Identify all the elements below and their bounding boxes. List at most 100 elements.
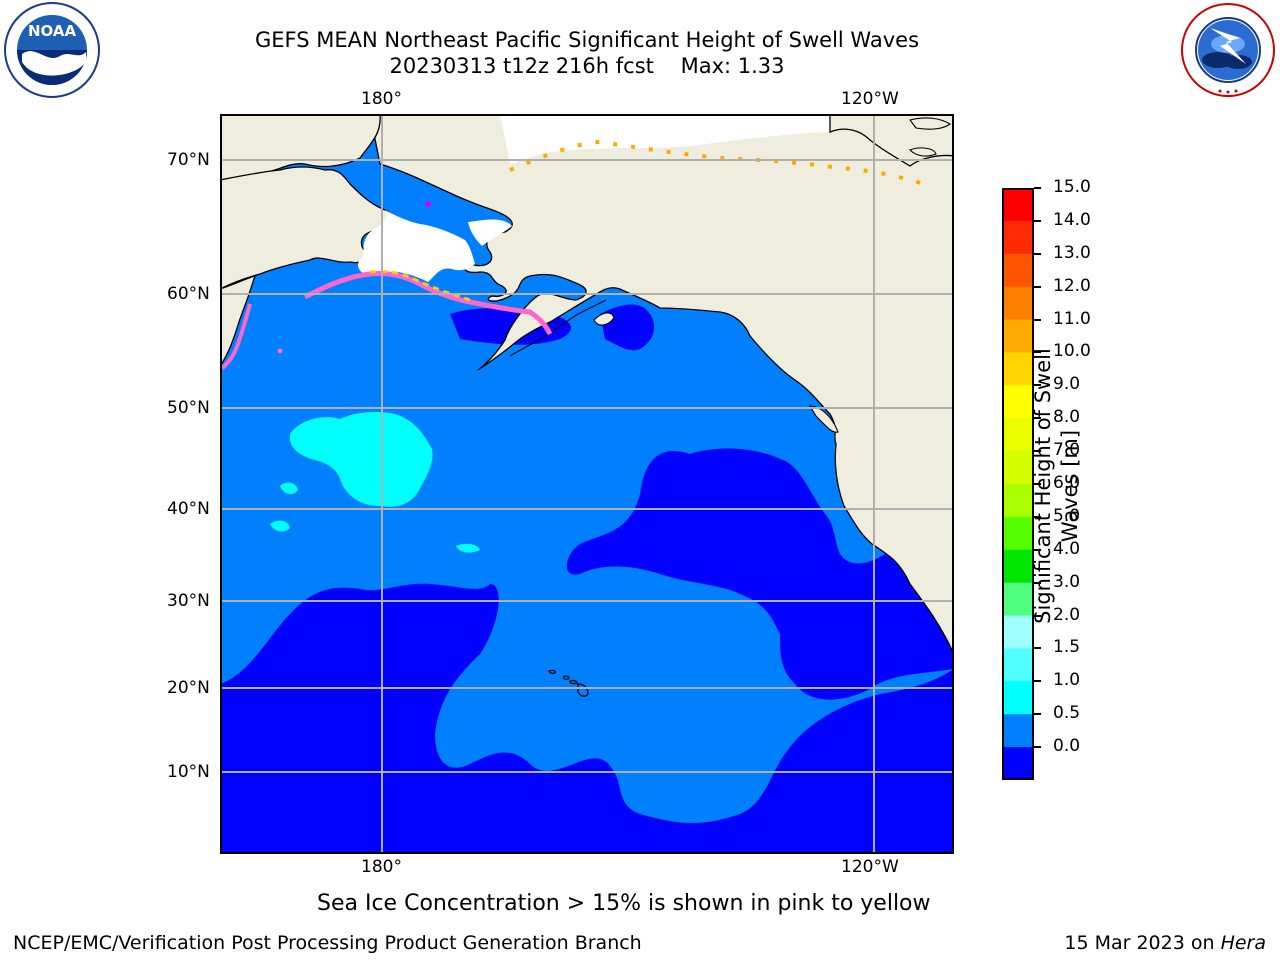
colorbar-tick-mark xyxy=(1034,713,1041,716)
colorbar-tick-mark xyxy=(1034,450,1041,453)
colorbar-tick-mark xyxy=(1034,285,1041,288)
colorbar-tick-mark xyxy=(1034,680,1041,683)
colorbar-bin-2 xyxy=(1002,253,1034,288)
lat-label-20n: 20°N xyxy=(167,678,210,698)
colorbar-tick-mark xyxy=(1034,384,1041,387)
land-kodiak xyxy=(593,312,615,326)
colorbar-tick-mark xyxy=(1034,483,1041,485)
colorbar-bin-17 xyxy=(1002,747,1034,780)
map-panel xyxy=(220,114,954,854)
colorbar-title: Significant Height of Swell Waves [m] xyxy=(1031,348,1082,624)
colorbar-bin-10 xyxy=(1002,516,1034,551)
colorbar-bin-7 xyxy=(1002,418,1034,452)
colorbar-frame xyxy=(1002,188,1034,780)
colorbar-bin-5 xyxy=(1002,352,1034,386)
sea-ice-spot-2 xyxy=(277,348,283,354)
colorbar-tick-label: 2.0 xyxy=(1053,604,1081,625)
colorbar-bin-3 xyxy=(1002,286,1034,321)
colorbar-bin-6 xyxy=(1002,385,1034,419)
lat-label-40n: 40°N xyxy=(167,499,210,519)
sea-ice-spot-1 xyxy=(425,201,431,207)
colorbar-bin-15 xyxy=(1002,681,1034,715)
colorbar-bin-9 xyxy=(1002,484,1034,518)
chart-title-line1: GEFS MEAN Northeast Pacific Significant … xyxy=(254,28,920,52)
colorbar-tick-label: 1.5 xyxy=(1053,637,1081,658)
sea-ice-edge-kamchatka xyxy=(220,303,252,371)
colorbar-tick-mark xyxy=(1034,548,1041,551)
chart-title-line2: 20230313 t12z 216h fcst Max: 1.33 xyxy=(389,54,785,78)
colorbar-tick-label: 7.0 xyxy=(1053,440,1081,461)
colorbar-tick-label: 13.0 xyxy=(1053,242,1091,263)
colorbar-tick-mark xyxy=(1034,187,1041,189)
colorbar-tick-label: 10.0 xyxy=(1053,341,1091,362)
top-lon-label-120w: 120°W xyxy=(841,89,899,109)
lat-label-60n: 60°N xyxy=(167,284,210,304)
colorbar-bin-0 xyxy=(1002,188,1034,222)
colorbar-bin-12 xyxy=(1002,582,1034,617)
noaa-logo: NOAA xyxy=(4,2,100,98)
colorbar-tick-mark xyxy=(1034,515,1041,518)
footer-date-text: 15 Mar 2023 on xyxy=(1064,932,1221,954)
colorbar-tick-mark xyxy=(1034,318,1041,321)
sea-ice-edge-bering-yellow xyxy=(369,270,471,302)
colorbar-tick-mark xyxy=(1034,252,1041,255)
nws-logo xyxy=(1180,2,1276,98)
colorbar-tick-mark xyxy=(1034,351,1041,354)
land-island-2 xyxy=(909,147,937,157)
footer-date: 15 Mar 2023 on Hera xyxy=(1064,932,1266,954)
colorbar-tick-mark xyxy=(1034,417,1041,420)
land-kamchatka xyxy=(220,275,256,368)
sea-ice-note: Sea Ice Concentration > 15% is shown in … xyxy=(317,891,931,916)
colorbar-bin-16 xyxy=(1002,714,1034,748)
map-grid xyxy=(220,114,954,854)
land-chukotka xyxy=(220,166,393,290)
swell-region-lowest-central-east xyxy=(566,448,954,700)
colorbar-bin-4 xyxy=(1002,319,1034,353)
swell-region-1.0-1.5-dot2 xyxy=(456,543,480,553)
colorbar-bin-8 xyxy=(1002,451,1034,485)
colorbar-tick-mark xyxy=(1034,647,1041,650)
swell-region-1.0-1.5-dot3 xyxy=(270,520,290,532)
colorbar-tick-mark xyxy=(1034,746,1041,749)
colorbar-tick-mark xyxy=(1034,614,1041,617)
colorbar-tick-label: 5.0 xyxy=(1053,505,1081,526)
swell-region-lowest-southwest xyxy=(220,583,630,854)
top-lon-label-180: 180° xyxy=(361,89,402,109)
colorbar-tick-label: 12.0 xyxy=(1053,275,1091,296)
colorbar-tick-label: 15.0 xyxy=(1053,177,1091,197)
footer-branch: NCEP/EMC/Verification Post Processing Pr… xyxy=(13,932,642,954)
colorbar-tick-label: 0.0 xyxy=(1053,736,1081,757)
swell-region-lowest-south-central xyxy=(588,669,954,854)
colorbar-tick-label: 14.0 xyxy=(1053,209,1091,230)
colorbar-bin-13 xyxy=(1002,615,1034,649)
ice-free-masked-norton xyxy=(468,219,512,246)
svg-text:NOAA: NOAA xyxy=(28,22,77,40)
colorbar xyxy=(1002,188,1034,780)
colorbar-tick-label: 0.5 xyxy=(1053,703,1081,724)
colorbar-bin-14 xyxy=(1002,648,1034,682)
land-aleutians xyxy=(509,299,607,357)
land-alaska-canada xyxy=(369,114,954,655)
lat-label-50n: 50°N xyxy=(167,398,210,418)
ice-free-masked-bering xyxy=(357,210,475,282)
colorbar-tick-label: 9.0 xyxy=(1053,374,1081,395)
colorbar-tick-label: 4.0 xyxy=(1053,538,1081,559)
map-frame xyxy=(220,114,954,854)
lat-label-30n: 30°N xyxy=(167,591,210,611)
colorbar-bin-11 xyxy=(1002,549,1034,584)
footer-machine: Hera xyxy=(1220,932,1266,954)
lat-label-10n: 10°N xyxy=(167,762,210,782)
colorbar-tick-label: 6.0 xyxy=(1053,473,1081,493)
lat-label-70n: 70°N xyxy=(167,150,210,170)
bottom-lon-label-120w: 120°W xyxy=(841,857,899,877)
colorbar-tick-label: 1.0 xyxy=(1053,670,1081,691)
land-island-1 xyxy=(909,117,951,130)
colorbar-tick-label: 8.0 xyxy=(1053,407,1081,428)
bottom-lon-label-180: 180° xyxy=(361,857,402,877)
colorbar-tick-label: 3.0 xyxy=(1053,571,1081,592)
colorbar-tick-label: 11.0 xyxy=(1053,308,1091,329)
colorbar-tick-mark xyxy=(1034,581,1041,584)
swell-region-1.0-1.5-dot1 xyxy=(280,482,298,495)
colorbar-tick-mark xyxy=(1034,219,1041,222)
colorbar-bin-1 xyxy=(1002,220,1034,255)
